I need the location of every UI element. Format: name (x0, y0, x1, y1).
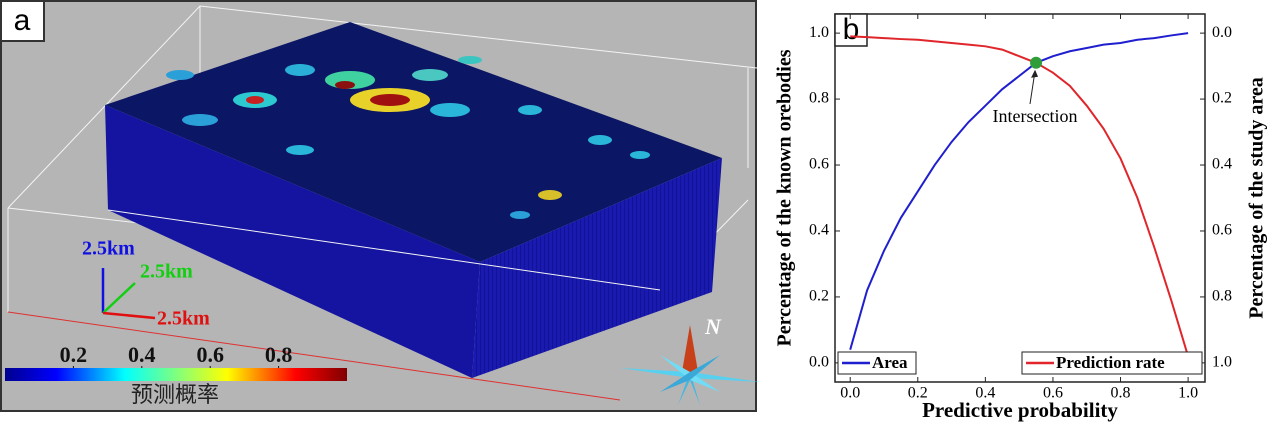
colorbar-tick-label: 0.4 (128, 342, 156, 367)
y-tick-label: 0.8 (809, 90, 829, 107)
y-tick-label: 1.0 (809, 24, 829, 41)
wireframe-front (107, 209, 661, 291)
x-axis-label: Predictive probability (922, 398, 1118, 422)
axis-x (102, 311, 156, 320)
scale-label: 2.5km (157, 308, 210, 330)
anomalies (166, 56, 650, 219)
colorbar-ticks: 0.2 0.4 0.6 0.8 (60, 342, 293, 368)
block-side (472, 158, 722, 378)
colorbar-tick-label: 0.8 (265, 342, 293, 367)
north-label: N (704, 314, 722, 339)
line (849, 32, 1189, 350)
y2-tick-label: 0.8 (1212, 288, 1232, 305)
x-tick-label: 0.4 (975, 385, 995, 402)
legend-box (1021, 351, 1203, 375)
legend-label: Area (872, 353, 908, 372)
panel-label: b (843, 13, 860, 46)
colorbar (5, 368, 347, 381)
scale-label: 2.5km (82, 238, 135, 260)
scale-label: 2.5km (140, 261, 193, 283)
axis-y (102, 282, 136, 314)
panel-label-box (834, 13, 868, 47)
x-tick-label: 0.8 (1111, 385, 1131, 402)
panel-label-box (0, 0, 45, 42)
y2-tick-label: 0.6 (1212, 222, 1232, 239)
y-tick-label: 0.6 (809, 156, 829, 173)
legend-label: Prediction rate (1056, 353, 1165, 372)
block-front (105, 105, 480, 378)
y-tick-label: 0.0 (809, 354, 829, 371)
wireframe-red (7, 311, 621, 401)
colorbar-tick-label: 0.2 (60, 342, 88, 367)
y2-axis-label: Percentage of the study area (1246, 77, 1268, 318)
y-axis-label: Percentage of the known orebodies (774, 49, 796, 346)
x-tick-label: 0.6 (1043, 385, 1063, 402)
annotation-label: Intersection (993, 106, 1078, 126)
legend-box (837, 351, 917, 375)
line (850, 35, 1190, 357)
y2-tick-label: 0.0 (1212, 24, 1232, 41)
y2-tick-label: 1.0 (1212, 354, 1232, 371)
intersection-point (1030, 56, 1043, 69)
x-tick-label: 0.0 (840, 385, 860, 402)
x-tick-label: 1.0 (1178, 385, 1198, 402)
panel-b: b Predictive probability Percentage of t… (774, 13, 1268, 422)
annotation-arrowhead (1031, 69, 1039, 78)
panel-a: 2.5km 2.5km 2.5km 0.2 0.4 0.6 0.8 预测概率 N a (0, 0, 760, 412)
y2-tick-label: 0.4 (1212, 156, 1232, 173)
y2-tick-label: 0.2 (1212, 90, 1232, 107)
plot-frame (834, 13, 1206, 383)
panel-label: a (14, 4, 31, 37)
y-tick-label: 0.2 (809, 288, 829, 305)
block-top (105, 22, 722, 262)
colorbar-title: 预测概率 (131, 383, 219, 408)
compass (620, 325, 760, 405)
x-tick-label: 0.2 (908, 385, 928, 402)
y-tick-label: 0.4 (809, 222, 829, 239)
colorbar-tick-label: 0.6 (196, 342, 224, 367)
